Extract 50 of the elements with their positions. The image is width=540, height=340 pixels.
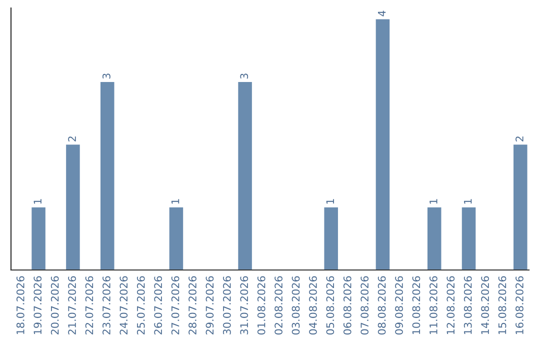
bar [100,82,114,270]
x-tick-label: 21.07.2026 [68,276,76,334]
x-tick-label: 22.07.2026 [85,276,94,334]
bar [376,19,390,270]
x-tick-label: 24.07.2026 [120,276,128,334]
x-tick-label: 29.07.2026 [206,276,214,334]
data-label: 1 [430,199,438,204]
x-tick-label: 13.08.2026 [464,276,472,334]
x-tick-label: 02.08.2026 [274,276,282,335]
bar [427,207,442,270]
x-tick-label: 04.08.2026 [309,276,317,335]
x-tick-label: 31.07.2026 [240,276,248,334]
x-tick-label: 30.07.2026 [222,276,231,334]
x-tick-label: 23.07.2026 [102,276,110,334]
x-tick-label: 18.07.2026 [16,276,24,334]
x-tick-label: 12.08.2026 [446,276,455,334]
data-label: 4 [378,10,386,16]
data-label: 3 [102,74,110,79]
x-tick-label: 09.08.2026 [395,276,403,335]
x-tick-label: 10.08.2026 [412,276,420,334]
x-tick-label: 15.08.2026 [498,276,506,334]
x-tick-label: 28.07.2026 [188,276,196,334]
x-tick-label: 20.07.2026 [50,276,59,334]
x-tick-label: 05.08.2026 [326,276,334,335]
data-label: 3 [240,74,248,79]
bar [66,144,80,270]
x-tick-label: 01.08.2026 [257,276,266,335]
data-label: 2 [516,136,524,142]
x-tick-label: 03.08.2026 [292,276,300,335]
bar [514,144,528,270]
x-tick-label: 19.07.2026 [34,276,42,334]
bar [238,82,252,270]
bar [169,207,184,270]
data-label: 1 [34,199,42,204]
data-label: 1 [464,199,472,204]
x-tick-label: 06.08.2026 [343,276,352,335]
x-tick-label: 11.08.2026 [429,276,438,334]
bar [32,207,46,270]
bar [462,207,476,270]
x-tick-label: 07.08.2026 [360,276,369,335]
x-tick-label: 25.07.2026 [136,276,145,334]
x-tick-label: 26.07.2026 [154,276,162,334]
x-tick-label: 14.08.2026 [481,276,489,334]
data-label: 1 [171,199,180,204]
x-tick-label: 27.07.2026 [171,276,180,334]
data-label: 1 [326,199,334,204]
x-tick-label: 16.08.2026 [516,276,524,334]
bar [324,207,338,270]
data-label: 2 [68,136,76,142]
x-tick-label: 08.08.2026 [378,276,386,335]
